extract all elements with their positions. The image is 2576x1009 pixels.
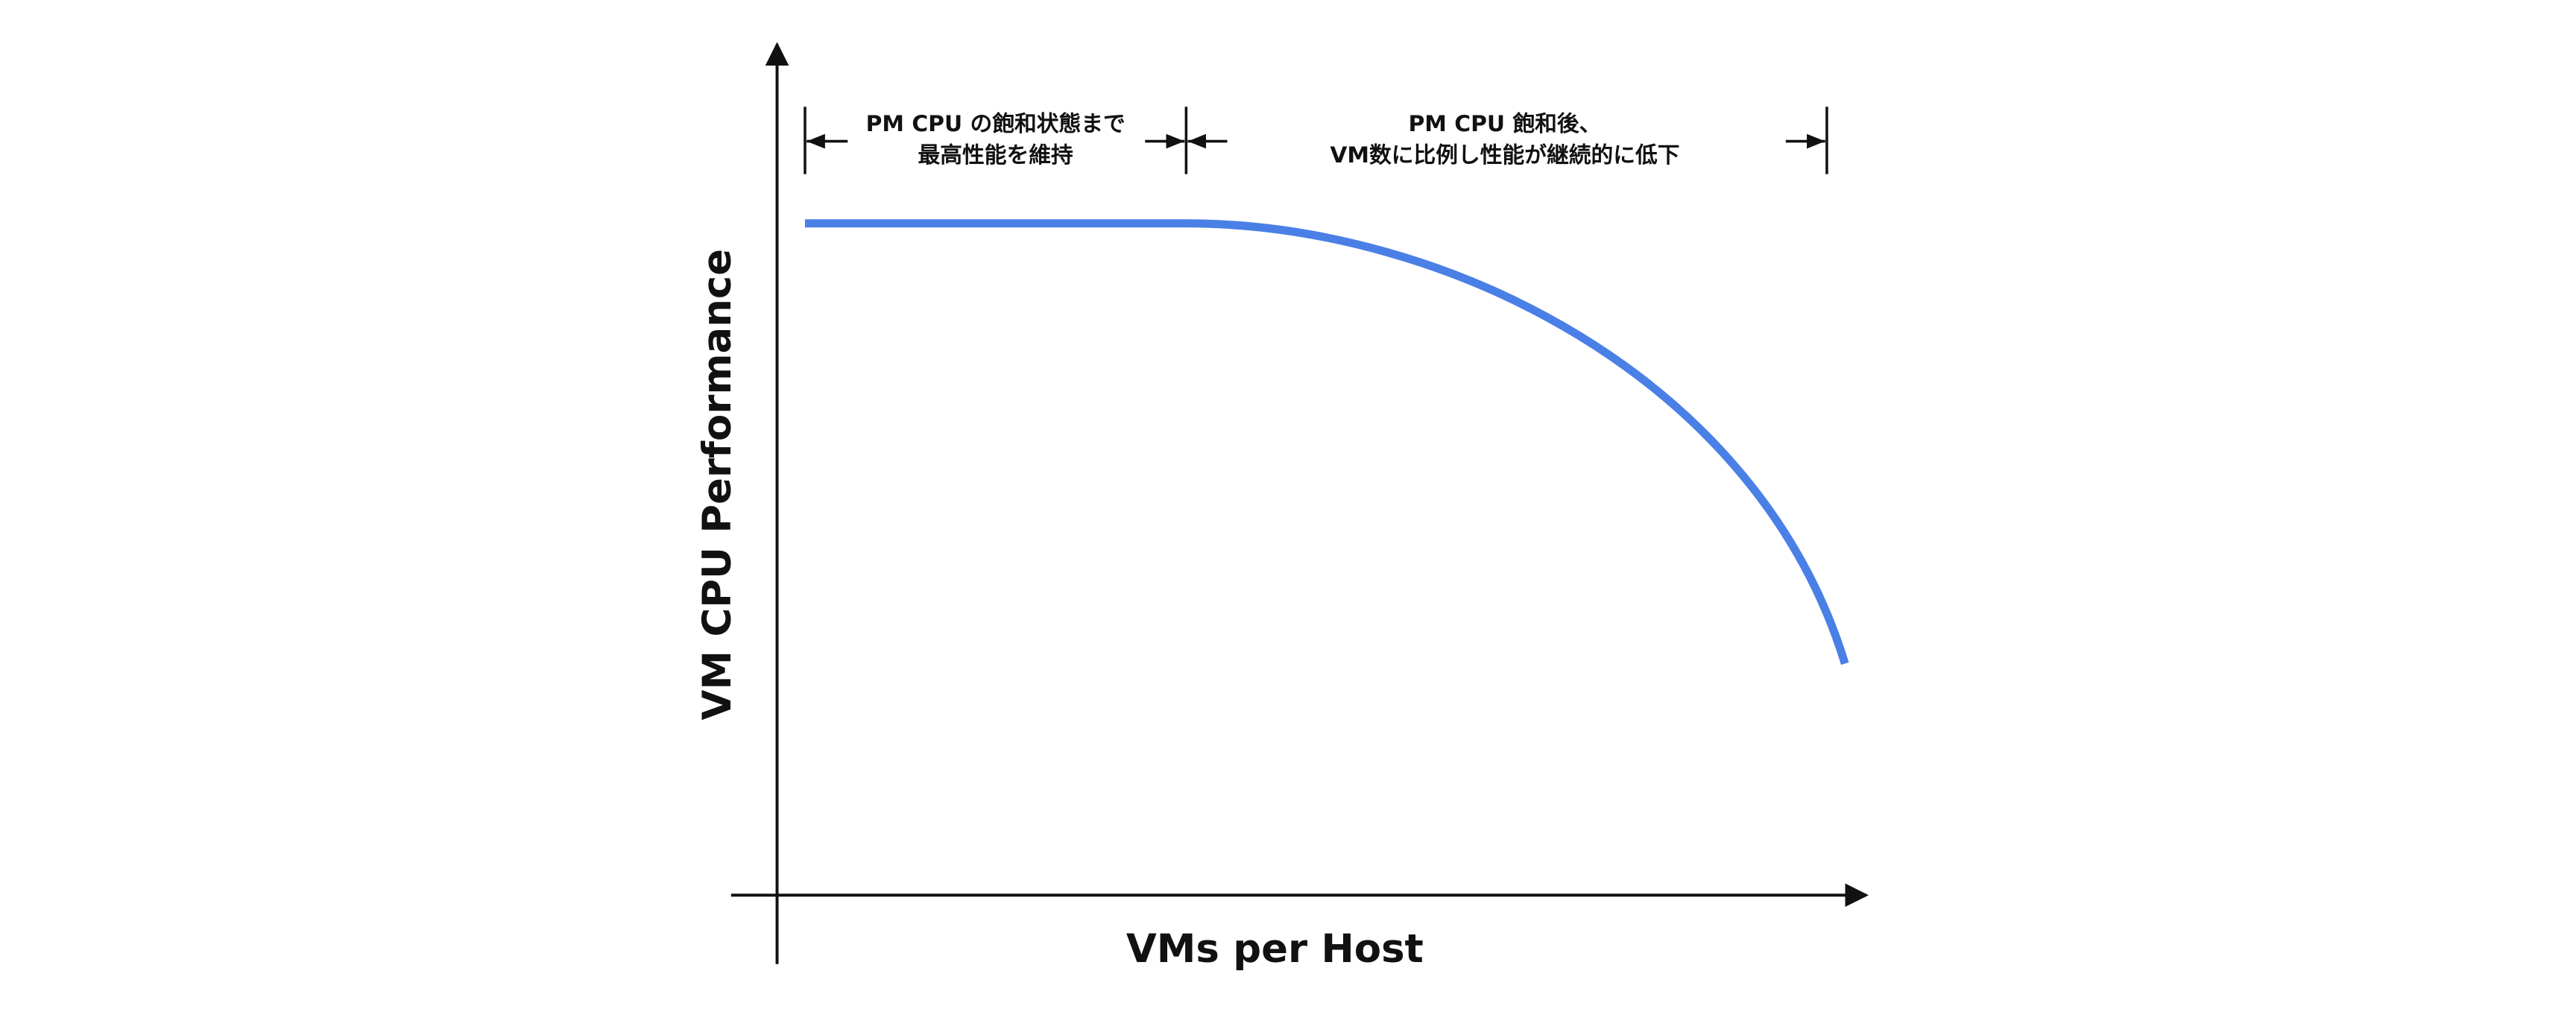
y-axis-label: VM CPU Performance bbox=[695, 249, 740, 721]
x-axis-label: VMs per Host bbox=[1126, 926, 1424, 972]
annotation-text: 最高性能を維持 bbox=[918, 142, 1074, 168]
dimension-brackets bbox=[804, 107, 1828, 174]
annotation-text: PM CPU 飽和後、 bbox=[1408, 111, 1601, 137]
annotation-text: PM CPU の飽和状態まで bbox=[866, 111, 1126, 137]
performance-curve bbox=[805, 219, 1849, 665]
annotation-text: VM数に比例し性能が継続的に低下 bbox=[1330, 142, 1679, 168]
